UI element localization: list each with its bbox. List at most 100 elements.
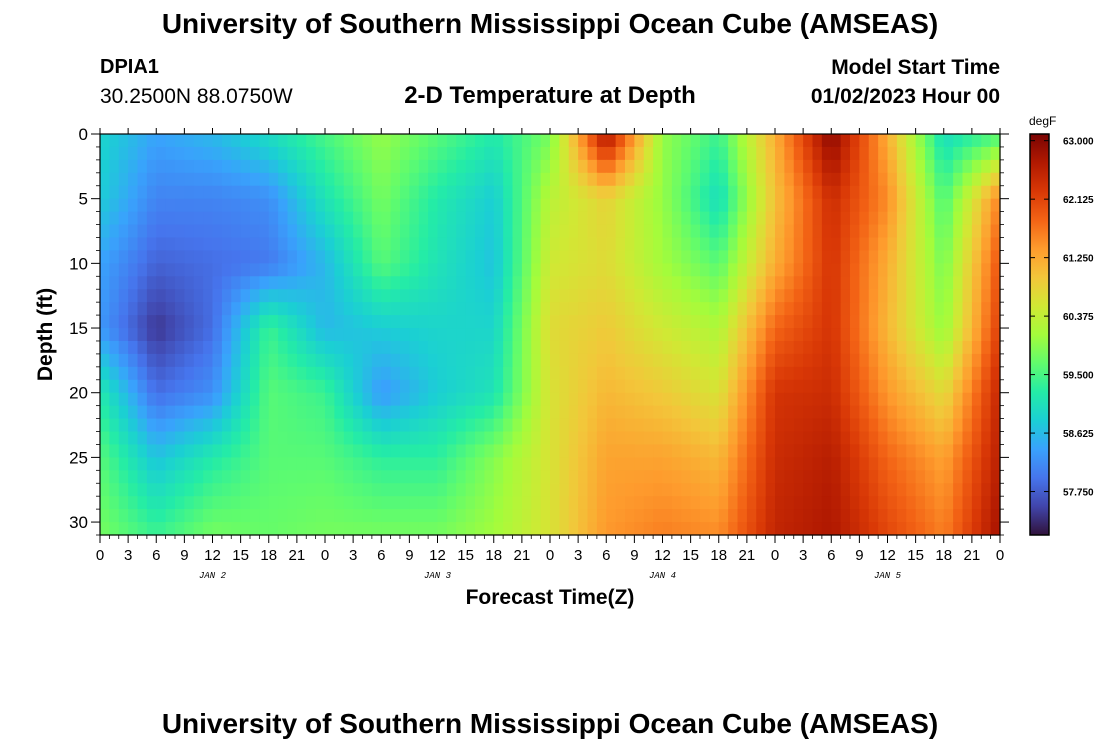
heatmap-cell <box>287 470 298 484</box>
heatmap-cell <box>906 146 917 161</box>
heatmap-cell <box>568 340 579 355</box>
heatmap-cell <box>465 224 476 239</box>
heatmap-cell <box>165 276 176 290</box>
heatmap-cell <box>746 289 757 303</box>
heatmap-cell <box>184 289 195 303</box>
heatmap-cell <box>681 211 692 226</box>
heatmap-cell <box>137 379 148 394</box>
heatmap-cell <box>287 185 298 200</box>
heatmap-cell <box>343 198 354 213</box>
heatmap-cell <box>671 457 682 471</box>
heatmap-cell <box>971 315 982 329</box>
heatmap-cell <box>728 431 739 446</box>
heatmap-cell <box>418 366 429 381</box>
heatmap-cell <box>381 289 392 303</box>
heatmap-cell <box>756 146 767 161</box>
heatmap-cell <box>971 276 982 290</box>
heatmap-cell <box>728 250 739 264</box>
heatmap-cell <box>540 172 551 187</box>
heatmap-cell <box>418 224 429 239</box>
heatmap-cell <box>990 353 1001 368</box>
heatmap-cell <box>756 392 767 407</box>
heatmap-cell <box>128 405 139 420</box>
heatmap-cell <box>868 289 879 303</box>
heatmap-cell <box>943 496 954 510</box>
heatmap-cell <box>212 353 223 368</box>
heatmap-cell <box>690 185 701 200</box>
heatmap-cell <box>981 483 992 497</box>
heatmap-cell <box>503 522 514 536</box>
heatmap-cell <box>756 172 767 187</box>
heatmap-cell <box>212 198 223 213</box>
heatmap-cell <box>540 159 551 174</box>
heatmap-cell <box>390 457 401 471</box>
heatmap-cell <box>512 276 523 290</box>
heatmap-cell <box>550 172 560 187</box>
heatmap-cell <box>690 470 701 484</box>
heatmap-cell <box>231 211 242 226</box>
heatmap-cell <box>418 431 429 446</box>
heatmap-cell <box>765 134 776 148</box>
heatmap-cell <box>793 366 804 381</box>
heatmap-cell <box>878 509 889 523</box>
heatmap-cell <box>118 146 129 161</box>
heatmap-cell <box>343 134 354 148</box>
heatmap-cell <box>728 159 739 174</box>
heatmap-cell <box>278 302 289 316</box>
heatmap-cell <box>850 172 860 187</box>
heatmap-cell <box>868 366 879 381</box>
heatmap-cell <box>953 289 964 303</box>
heatmap-cell <box>259 237 270 252</box>
heatmap-cell <box>793 340 804 355</box>
heatmap-cell <box>868 457 879 471</box>
heatmap-cell <box>240 146 251 161</box>
heatmap-cell <box>606 353 617 368</box>
heatmap-cell <box>456 353 467 368</box>
heatmap-cell <box>306 159 317 174</box>
heatmap-cell <box>756 263 767 277</box>
heatmap-cell <box>409 224 420 239</box>
heatmap-cell <box>981 340 992 355</box>
heatmap-cell <box>784 250 795 264</box>
heatmap-cell <box>887 483 898 497</box>
heatmap-cell <box>587 405 598 420</box>
heatmap-cell <box>896 289 907 303</box>
heatmap-cell <box>465 457 476 471</box>
heatmap-cell <box>278 444 289 458</box>
heatmap-cell <box>990 379 1001 394</box>
heatmap-cell <box>503 379 514 394</box>
heatmap-cell <box>540 263 551 277</box>
heatmap-cell <box>653 470 664 484</box>
heatmap-cell <box>409 353 420 368</box>
heatmap-cell <box>709 159 720 174</box>
heatmap-cell <box>287 431 298 446</box>
heatmap-cell <box>540 211 551 226</box>
heatmap-cell <box>625 276 635 290</box>
heatmap-cell <box>775 392 785 407</box>
heatmap-cell <box>456 522 467 536</box>
heatmap-cell <box>550 522 560 536</box>
x-tick-label: 15 <box>907 547 924 564</box>
heatmap-cell <box>653 159 664 174</box>
heatmap-cell <box>512 366 523 381</box>
heatmap-cell <box>615 159 626 174</box>
heatmap-cell <box>803 522 814 536</box>
heatmap-cell <box>831 470 842 484</box>
heatmap-cell <box>175 276 185 290</box>
heatmap-cell <box>400 146 410 161</box>
heatmap-cell <box>306 211 317 226</box>
heatmap-cell <box>981 496 992 510</box>
heatmap-cell <box>971 405 982 420</box>
heatmap-cell <box>250 470 260 484</box>
heatmap-cell <box>531 263 542 277</box>
heatmap-cell <box>296 211 307 226</box>
heatmap-cell <box>803 159 814 174</box>
heatmap-cell <box>821 172 832 187</box>
heatmap-cell <box>446 509 457 523</box>
heatmap-cell <box>418 211 429 226</box>
heatmap-cell <box>325 509 335 523</box>
heatmap-cell <box>915 340 926 355</box>
heatmap-cell <box>250 198 260 213</box>
heatmap-cell <box>156 328 167 342</box>
heatmap-cell <box>390 509 401 523</box>
